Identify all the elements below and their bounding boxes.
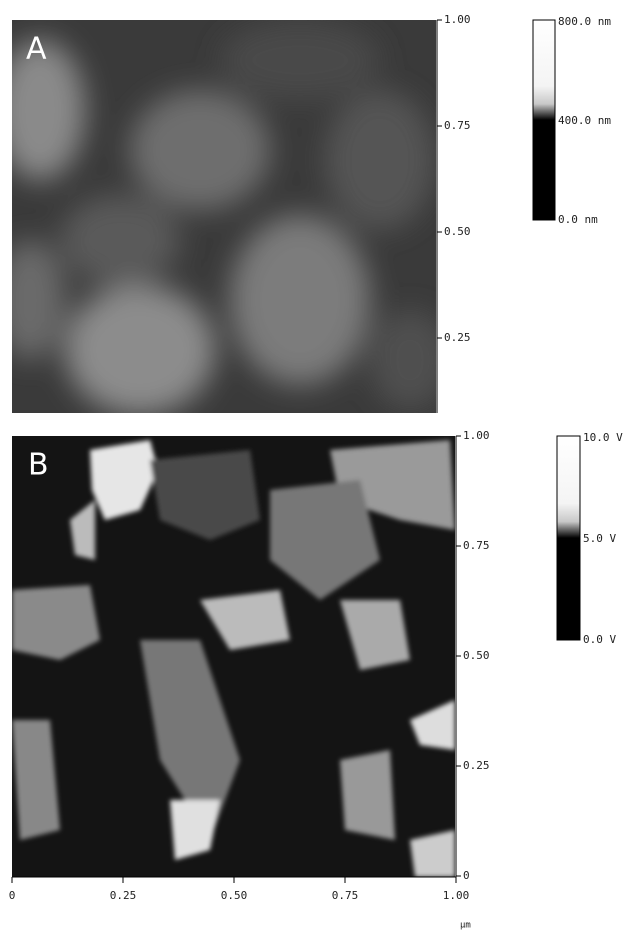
y-tick-label: 1.00 bbox=[463, 429, 490, 442]
colorbar-label: 5.0 V bbox=[583, 532, 616, 545]
x-unit: µm bbox=[460, 921, 471, 931]
y-tick-label: 0 bbox=[463, 869, 470, 882]
y-tick-label: 0.50 bbox=[444, 225, 471, 238]
colorbar-label: 400.0 nm bbox=[558, 114, 611, 127]
x-tick-label: 0.75 bbox=[332, 889, 359, 902]
y-tick-label: 0.25 bbox=[463, 759, 490, 772]
colorbar-label: 0.0 nm bbox=[558, 213, 598, 226]
colorbar-label: 10.0 V bbox=[583, 431, 623, 444]
panel-label: A bbox=[26, 32, 47, 67]
colorbar bbox=[556, 435, 581, 641]
x-tick-label: 0.25 bbox=[110, 889, 137, 902]
y-tick-label: 0.25 bbox=[444, 331, 471, 344]
x-tick-label: 0.50 bbox=[221, 889, 248, 902]
colorbar-label: 800.0 nm bbox=[558, 15, 611, 28]
panel-label: B bbox=[28, 448, 49, 483]
colorbar-label: 0.0 V bbox=[583, 633, 616, 646]
potential-image: B bbox=[12, 436, 455, 877]
x-tick-label: 1.00 bbox=[443, 889, 470, 902]
topography-image: A bbox=[12, 20, 436, 413]
x-tick-label: 0 bbox=[9, 889, 16, 902]
y-tick-label: 0.75 bbox=[463, 539, 490, 552]
y-tick-label: 0.50 bbox=[463, 649, 490, 662]
colorbar bbox=[532, 19, 556, 221]
y-tick-label: 1.00 bbox=[444, 13, 471, 26]
y-tick-label: 0.75 bbox=[444, 119, 471, 132]
